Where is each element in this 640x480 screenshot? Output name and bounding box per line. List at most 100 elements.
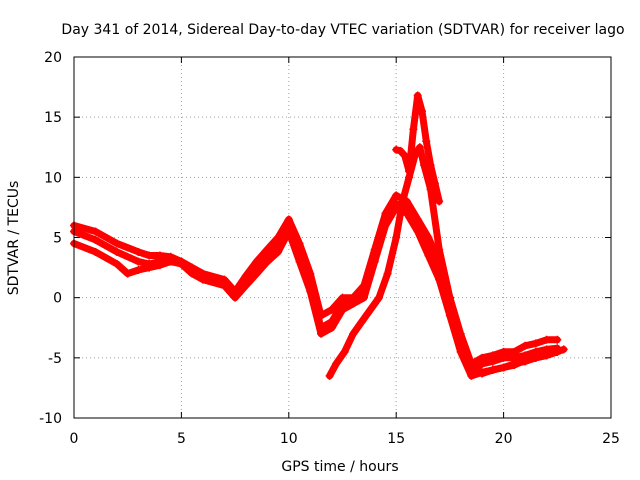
y-tick-label: 5 bbox=[53, 231, 62, 247]
data-point-marker bbox=[435, 275, 444, 284]
y-tick-label: 0 bbox=[53, 291, 62, 307]
data-point-marker bbox=[422, 137, 431, 146]
data-point-marker bbox=[263, 257, 272, 266]
data-point-marker bbox=[123, 269, 132, 278]
series-trace-5 bbox=[392, 91, 444, 206]
y-tick-label: -10 bbox=[39, 411, 62, 427]
data-point-marker bbox=[366, 305, 375, 314]
data-point-marker bbox=[392, 233, 401, 242]
data-point-marker bbox=[359, 293, 368, 302]
data-point-marker bbox=[357, 317, 366, 326]
data-point-marker bbox=[338, 305, 347, 314]
data-point-marker bbox=[521, 356, 530, 365]
series-line bbox=[326, 143, 568, 380]
data-point-marker bbox=[91, 247, 100, 256]
data-point-marker bbox=[284, 215, 293, 224]
x-axis-label: GPS time / hours bbox=[281, 459, 398, 475]
data-point-marker bbox=[220, 281, 229, 290]
data-point-marker bbox=[325, 371, 334, 380]
data-point-marker bbox=[145, 251, 154, 260]
data-point-marker bbox=[317, 329, 326, 338]
data-point-marker bbox=[413, 227, 422, 236]
data-point-marker bbox=[409, 125, 418, 134]
data-point-marker bbox=[166, 257, 175, 266]
data-point-marker bbox=[332, 359, 341, 368]
x-tick-label: 25 bbox=[602, 431, 620, 447]
data-point-marker bbox=[488, 365, 497, 374]
data-point-marker bbox=[295, 257, 304, 266]
data-point-marker bbox=[499, 353, 508, 362]
data-point-marker bbox=[284, 227, 293, 236]
y-tick-label: -5 bbox=[48, 351, 62, 367]
data-point-marker bbox=[340, 347, 349, 356]
x-tick-label: 0 bbox=[70, 431, 79, 447]
data-point-marker bbox=[559, 345, 568, 354]
data-point-marker bbox=[91, 235, 100, 244]
data-point-marker bbox=[252, 257, 261, 266]
data-point-marker bbox=[531, 339, 540, 348]
data-point-marker bbox=[198, 275, 207, 284]
data-point-marker bbox=[415, 143, 424, 152]
data-point-marker bbox=[417, 107, 426, 116]
data-point-marker bbox=[349, 299, 358, 308]
label-layer: 0 5 10 15 20 25 -10 -5 0 5 10 15 20 bbox=[39, 50, 620, 447]
data-point-marker bbox=[188, 269, 197, 278]
data-point-marker bbox=[327, 323, 336, 332]
data-point-marker bbox=[263, 245, 272, 254]
data-point-marker bbox=[553, 335, 562, 344]
data-point-marker bbox=[405, 167, 414, 176]
data-point-marker bbox=[400, 151, 409, 160]
data-point-marker bbox=[383, 269, 392, 278]
data-point-marker bbox=[435, 245, 444, 254]
data-point-marker bbox=[241, 281, 250, 290]
x-tick-label: 5 bbox=[177, 431, 186, 447]
plot-frame bbox=[73, 56, 612, 419]
data-point-marker bbox=[467, 359, 476, 368]
data-point-marker bbox=[542, 351, 551, 360]
data-point-marker bbox=[478, 359, 487, 368]
data-point-marker bbox=[112, 247, 121, 256]
data-point-marker bbox=[430, 179, 439, 188]
data-point-marker bbox=[398, 197, 407, 206]
data-point-marker bbox=[553, 347, 562, 356]
data-point-marker bbox=[134, 257, 143, 266]
data-point-marker bbox=[349, 329, 358, 338]
data-point-marker bbox=[467, 371, 476, 380]
data-point-marker bbox=[402, 209, 411, 218]
data-point-marker bbox=[435, 197, 444, 206]
data-point-marker bbox=[134, 247, 143, 256]
x-tick-label: 15 bbox=[387, 431, 405, 447]
data-point-marker bbox=[521, 341, 530, 350]
data-point-marker bbox=[177, 259, 186, 268]
data-point-marker bbox=[381, 221, 390, 230]
data-point-marker bbox=[499, 363, 508, 372]
data-point-marker bbox=[252, 269, 261, 278]
y-tick-label: 10 bbox=[44, 170, 62, 186]
x-tick-label: 20 bbox=[495, 431, 513, 447]
data-point-marker bbox=[155, 261, 164, 270]
data-point-marker bbox=[134, 265, 143, 274]
data-point-marker bbox=[413, 91, 422, 100]
data-point-marker bbox=[542, 335, 551, 344]
data-point-marker bbox=[370, 257, 379, 266]
data-point-marker bbox=[231, 293, 240, 302]
data-point-marker bbox=[396, 146, 405, 155]
x-tick-label: 10 bbox=[280, 431, 298, 447]
series-layer bbox=[70, 91, 568, 380]
data-point-marker bbox=[392, 191, 401, 200]
y-tick-label: 20 bbox=[44, 50, 62, 66]
data-point-marker bbox=[488, 357, 497, 366]
y-tick-label: 15 bbox=[44, 110, 62, 126]
data-point-marker bbox=[478, 369, 487, 378]
series-trace-4 bbox=[325, 143, 568, 380]
data-point-marker bbox=[327, 305, 336, 314]
data-point-marker bbox=[375, 293, 384, 302]
chart-title: Day 341 of 2014, Sidereal Day-to-day VTE… bbox=[61, 22, 624, 38]
data-point-marker bbox=[456, 335, 465, 344]
data-point-marker bbox=[445, 293, 454, 302]
data-point-marker bbox=[306, 287, 315, 296]
data-point-marker bbox=[112, 239, 121, 248]
data-point-marker bbox=[424, 251, 433, 260]
data-point-marker bbox=[112, 259, 121, 268]
